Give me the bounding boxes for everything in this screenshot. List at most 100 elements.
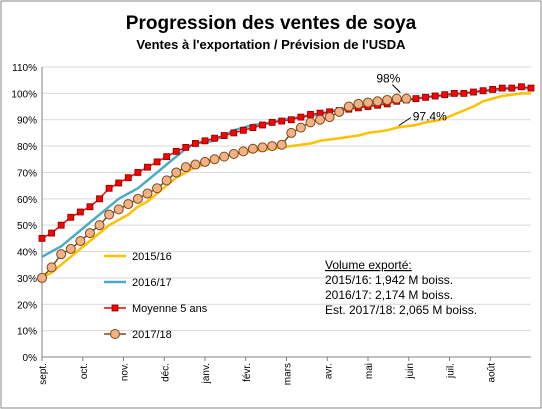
x-tick-label: avr.	[323, 363, 334, 379]
s1718-marker	[209, 154, 220, 165]
x-tick-label: janv.	[201, 363, 212, 384]
avg5-marker	[67, 213, 75, 221]
annotation-layer: 98% 97.4%	[376, 72, 447, 127]
s1718-marker	[276, 139, 287, 150]
avg5-marker	[48, 229, 55, 237]
s1718-marker	[343, 101, 354, 112]
x-tick-label: févr.	[242, 363, 253, 382]
avg5-marker	[412, 95, 420, 103]
series-line-s1516	[41, 92, 531, 279]
x-tick-label: juin	[405, 363, 416, 380]
s1718-marker	[228, 149, 239, 159]
avg5-marker	[76, 208, 84, 216]
legend-label: 2017/18	[132, 329, 172, 341]
s1718-marker	[37, 272, 47, 283]
avg5-marker	[201, 137, 209, 145]
avg5-marker	[297, 113, 305, 121]
avg5-marker	[278, 117, 286, 125]
avg5-marker	[153, 158, 161, 166]
s1718-marker	[391, 93, 402, 104]
avg5-marker	[220, 132, 228, 139]
avg5-marker	[230, 129, 238, 137]
s1718-marker	[132, 193, 143, 204]
s1718-marker	[113, 204, 124, 215]
avg5-marker	[172, 147, 180, 155]
s1718-marker	[334, 106, 345, 117]
avg5-marker	[57, 221, 65, 229]
axis-layer: 0% 10% 20% 30% 40% 50% 60% 70% 80% 90% 100% 110% sep…	[11, 63, 531, 385]
avg5-marker	[115, 179, 123, 187]
info-line: 2016/17: 2,174 M boiss.	[325, 288, 453, 302]
y-tick-label: 110%	[12, 63, 37, 74]
info-box: Volume exporté:2015/16: 1,942 M boiss.20…	[325, 258, 477, 317]
x-tick-label: déc.	[160, 363, 171, 382]
y-tick-label: 90%	[17, 116, 37, 127]
annotation-leader-98	[391, 84, 401, 93]
s1718-marker	[123, 199, 134, 210]
y-tick-label: 30%	[17, 274, 37, 285]
x-tick-label: sept.	[38, 363, 49, 385]
s1718-marker	[190, 159, 201, 170]
x-tick-label: juil.	[446, 363, 457, 379]
s1718-marker	[94, 220, 105, 231]
avg5-marker	[422, 93, 429, 101]
legend-label: 2015/16	[132, 251, 172, 263]
s1718-marker	[257, 142, 268, 153]
s1718-marker	[295, 122, 306, 133]
s1718-marker	[315, 114, 326, 125]
chart-subtitle: Ventes à l'exportation / Prévision de l'…	[136, 37, 406, 52]
s1718-marker	[238, 146, 249, 157]
s1718-marker	[56, 249, 67, 260]
s1718-marker	[171, 167, 182, 178]
s1718-marker	[75, 236, 86, 246]
x-tick-label: mars	[283, 363, 294, 385]
s1718-marker	[219, 151, 230, 162]
avg5-marker	[508, 84, 516, 92]
legend-marker-s1718	[110, 329, 120, 339]
avg5-marker	[211, 134, 218, 142]
legend-marker-avg5	[111, 304, 119, 312]
s1718-marker	[324, 112, 335, 123]
s1718-marker	[46, 262, 57, 273]
s1718-marker	[161, 175, 172, 186]
s1718-marker	[200, 156, 210, 167]
y-tick-label: 20%	[17, 300, 37, 311]
avg5-marker	[134, 169, 142, 176]
s1718-marker	[84, 228, 95, 239]
avg5-marker	[268, 118, 276, 126]
s1718-marker	[305, 117, 316, 128]
x-tick-label: mai	[364, 363, 375, 379]
y-tick-label: 10%	[17, 327, 37, 338]
legend: 2015/16 2016/17 Moyenne 5 ans 2017/18	[104, 251, 208, 341]
avg5-marker	[479, 87, 487, 95]
y-tick-label: 70%	[17, 168, 37, 179]
avg5-marker	[163, 153, 171, 161]
s1718-marker	[247, 143, 258, 154]
info-line: 2015/16: 1,942 M boiss.	[325, 273, 453, 287]
x-tick-label: oct.	[79, 363, 90, 379]
s1718-marker	[372, 96, 383, 107]
avg5-marker	[124, 174, 132, 182]
avg5-marker	[518, 83, 525, 91]
avg5-marker	[287, 116, 295, 124]
s1718-marker	[104, 209, 115, 220]
s1718-marker	[65, 243, 76, 254]
avg5-marker	[489, 86, 497, 93]
series-layer	[37, 83, 535, 283]
avg5-marker	[450, 89, 458, 97]
annotation-leader-974	[398, 117, 412, 127]
info-line: Est. 2017/18: 2,065 M boiss.	[325, 303, 477, 317]
s1718-marker	[142, 188, 153, 199]
y-tick-label: 50%	[17, 221, 37, 232]
s1718-marker	[363, 97, 373, 108]
avg5-marker	[441, 91, 449, 99]
legend-label: 2016/17	[132, 277, 172, 289]
s1718-marker	[152, 183, 163, 194]
avg5-marker	[144, 163, 151, 171]
avg5-marker	[431, 92, 439, 100]
chart-title: Progression des ventes de soya	[126, 13, 417, 34]
avg5-marker	[38, 234, 46, 242]
x-tick-label: nov.	[120, 363, 131, 381]
